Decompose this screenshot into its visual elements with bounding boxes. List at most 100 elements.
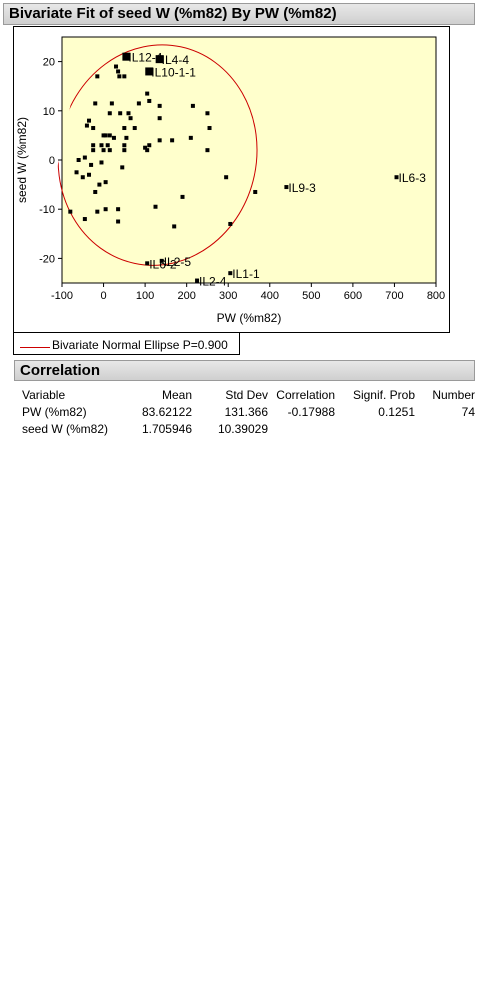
data-point	[153, 204, 158, 209]
legend-label: Bivariate Normal Ellipse P=0.900	[52, 338, 228, 352]
data-point	[253, 189, 258, 194]
point-label: IL2-4	[199, 275, 227, 289]
correlation-table: Variable Mean Std Dev Correlation Signif…	[22, 386, 475, 437]
data-point	[180, 194, 185, 199]
points-layer	[68, 52, 399, 283]
x-tick-label: 200	[177, 290, 195, 302]
data-point	[91, 143, 96, 148]
data-point	[82, 217, 87, 222]
data-point	[126, 111, 131, 116]
data-point	[195, 278, 200, 283]
data-point	[157, 116, 162, 121]
cell-mean: 1.705946	[141, 421, 192, 436]
x-tick-label: 800	[427, 290, 445, 302]
report-header[interactable]: Bivariate Fit of seed W (%m82) By PW (%m…	[3, 3, 475, 25]
data-point	[207, 126, 212, 131]
data-point	[93, 189, 98, 194]
cell-std-dev: 10.39029	[217, 421, 268, 436]
x-tick-label: -100	[51, 290, 73, 302]
data-point	[205, 148, 210, 153]
data-point	[103, 180, 108, 185]
point-label: IL12-4	[128, 51, 162, 65]
data-point	[107, 148, 112, 153]
data-point	[124, 54, 129, 59]
x-tick-label: 400	[261, 290, 279, 302]
y-axis-title: seed W (%m82)	[15, 117, 29, 203]
data-point	[116, 207, 121, 212]
legend-swatch	[20, 347, 50, 348]
data-point	[145, 261, 150, 266]
point-label: IL1-1	[232, 267, 260, 281]
data-point	[228, 271, 233, 276]
data-point	[147, 143, 152, 148]
data-point	[122, 126, 127, 131]
data-point	[101, 148, 106, 153]
data-point	[74, 170, 79, 175]
cell-number	[415, 420, 475, 437]
cell-number: 74	[461, 404, 475, 419]
data-point	[99, 143, 104, 148]
data-point	[87, 118, 92, 123]
x-axis-title: PW (%m82)	[217, 311, 282, 325]
correlation-header[interactable]: Correlation	[14, 360, 475, 381]
data-point	[68, 209, 73, 214]
point-label: IL10-1-1	[151, 65, 196, 79]
point-label: IL6-3	[399, 171, 427, 185]
data-point	[103, 207, 108, 212]
data-point	[145, 148, 150, 153]
data-point	[132, 126, 137, 131]
data-point	[136, 101, 141, 106]
data-point	[116, 69, 121, 74]
data-point	[101, 133, 106, 138]
data-point	[95, 74, 100, 79]
data-point	[157, 103, 162, 108]
cell-signif-prob	[335, 420, 415, 437]
data-point	[284, 185, 289, 190]
cell-variable: seed W (%m82)	[22, 421, 109, 436]
data-point	[76, 158, 81, 162]
data-point	[117, 74, 122, 79]
data-point	[205, 111, 210, 116]
point-label: IL2-5	[164, 255, 192, 269]
data-point	[114, 64, 119, 69]
data-point	[224, 175, 229, 180]
data-point	[120, 165, 125, 170]
data-point	[147, 69, 152, 74]
data-point	[97, 182, 102, 187]
data-point	[128, 116, 133, 121]
cell-variable: PW (%m82)	[22, 404, 87, 419]
cell-std-dev: 131.366	[224, 404, 268, 419]
table-header-row: Variable Mean Std Dev Correlation Signif…	[22, 386, 475, 403]
cell-correlation: -0.17988	[287, 404, 335, 419]
data-point	[91, 148, 96, 153]
column-header: Signif. Prob	[352, 387, 415, 402]
data-point	[122, 143, 127, 148]
data-point	[122, 74, 127, 79]
data-point	[91, 126, 96, 131]
data-point	[95, 209, 100, 214]
data-point	[124, 135, 129, 140]
data-point	[147, 98, 152, 103]
y-tick-label: 20	[43, 57, 55, 69]
data-point	[87, 172, 92, 177]
x-tick-label: 700	[385, 290, 403, 302]
data-point	[143, 145, 148, 150]
x-tick-label: 500	[302, 290, 320, 302]
data-point	[116, 219, 121, 224]
y-tick-label: 10	[43, 106, 55, 118]
point-label: IL9-3	[288, 181, 316, 195]
data-point	[89, 162, 94, 167]
column-header: Mean	[161, 387, 192, 402]
legend: Bivariate Normal Ellipse P=0.900	[13, 333, 240, 355]
cell-signif-prob: 0.1251	[378, 404, 415, 419]
data-point	[82, 155, 87, 160]
data-point	[84, 123, 89, 128]
report-title: Bivariate Fit of seed W (%m82) By PW (%m…	[9, 5, 337, 22]
plot-area	[61, 36, 437, 284]
plot-frame: -100 0 100 200 300 400 500 600 700 800 -20 -10 0 10 20…	[13, 26, 450, 333]
point-label: IL4-4	[162, 53, 190, 67]
data-point	[105, 143, 110, 148]
column-header: Correlation	[276, 387, 335, 402]
y-tick-label: 0	[49, 155, 55, 167]
